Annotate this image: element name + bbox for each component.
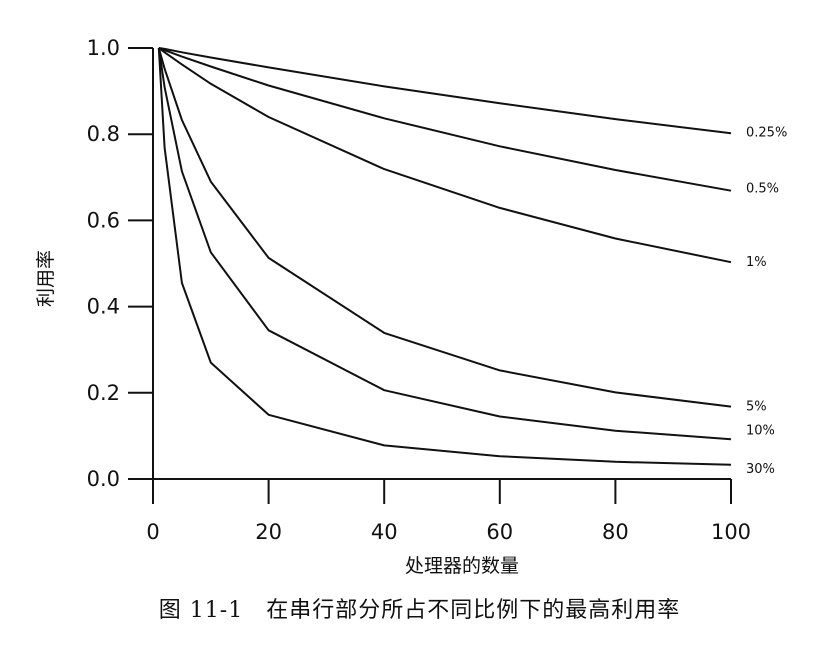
x-tick-label: 80 xyxy=(602,520,629,544)
y-tick-label: 0.0 xyxy=(87,467,120,491)
y-tick-label: 0.8 xyxy=(87,122,120,146)
x-tick-label: 20 xyxy=(255,520,282,544)
series-label-4: 10% xyxy=(746,423,775,438)
series-line-3 xyxy=(157,47,732,408)
y-tick-label: 0.2 xyxy=(87,381,120,405)
y-tick-label: 1.0 xyxy=(87,36,120,60)
x-tick-label: 40 xyxy=(371,520,398,544)
chart: 0.0 0.2 0.4 0.6 0.8 1.0 0 20 40 60 80 100 0.25% 0.5%… xyxy=(35,36,787,577)
axes: 0.0 0.2 0.4 0.6 0.8 1.0 0 20 40 60 80 100 xyxy=(87,36,751,544)
y-tick-label: 0.6 xyxy=(87,208,120,232)
figure-caption: 图 11-1 在串行部分所占不同比例下的最高利用率 xyxy=(158,598,681,623)
labels-layer: 0.25% 0.5% 1% 5% 10% 30% xyxy=(746,125,787,476)
y-tick-label: 0.4 xyxy=(87,295,120,319)
x-axis-title: 处理器的数量 xyxy=(405,555,519,577)
series-line-0 xyxy=(158,47,732,135)
series-layer xyxy=(157,47,732,466)
x-tick-label: 0 xyxy=(146,520,159,544)
x-tick-label: 100 xyxy=(711,520,751,544)
series-label-0: 0.25% xyxy=(746,125,787,140)
series-label-1: 0.5% xyxy=(746,182,779,197)
series-line-1 xyxy=(158,47,732,192)
x-tick-label: 60 xyxy=(486,520,513,544)
series-label-5: 30% xyxy=(746,462,775,477)
series-line-4 xyxy=(157,47,732,441)
y-axis-title: 利用率 xyxy=(35,250,57,307)
series-label-3: 5% xyxy=(746,400,767,415)
series-line-5 xyxy=(157,47,732,466)
series-line-2 xyxy=(158,47,732,264)
series-label-2: 1% xyxy=(746,255,767,270)
